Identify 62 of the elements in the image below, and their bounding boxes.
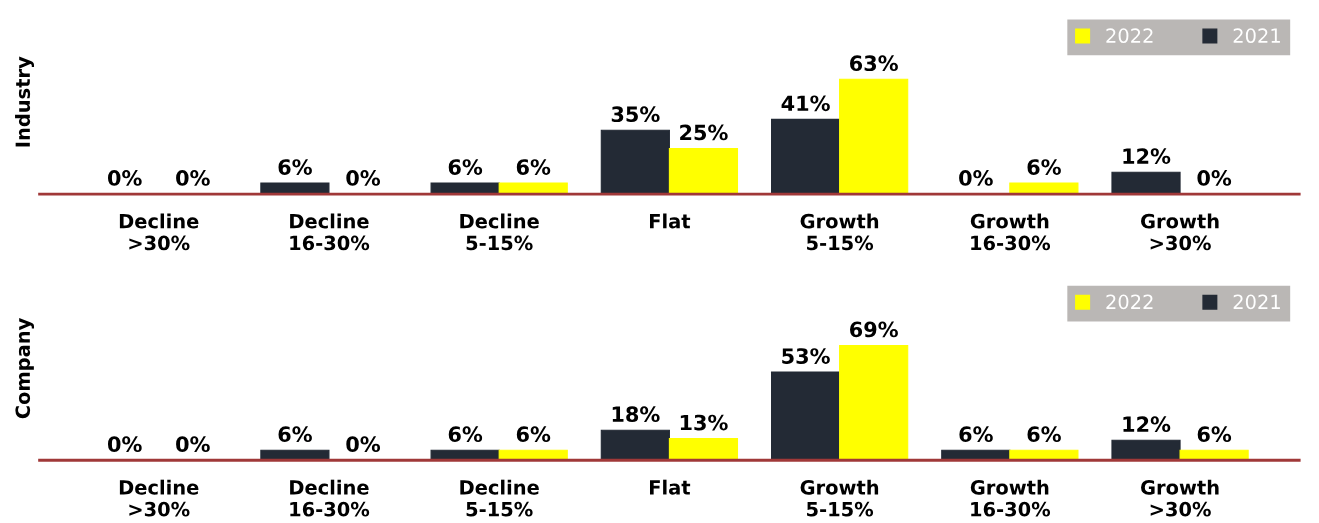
x-tick-label: Growth >30% [1141,479,1219,517]
x-tick-label: Decline >30% [119,479,199,517]
data-label: 6% [1027,426,1061,443]
x-tick-label: Growth 5-15% [800,479,879,517]
data-label: 0% [176,436,210,453]
bar [668,147,739,195]
bar [770,371,841,461]
data-label: 6% [278,159,312,175]
data-label: 6% [1197,426,1232,443]
bar [600,129,670,195]
legend-label: 2021 [1233,294,1280,310]
bar [1111,171,1181,195]
x-tick-label: Flat [650,479,691,495]
data-label: 6% [959,426,993,443]
data-label: 6% [278,426,312,443]
data-label: 63% [850,55,898,72]
data-label: 6% [516,159,551,175]
x-tick-label: Decline 16-30% [290,213,370,251]
data-label: 12% [1123,148,1171,164]
x-tick-label: Decline >30% [119,213,199,251]
y-axis-title: Industry [15,56,35,147]
data-label: 6% [448,426,483,443]
bar [1009,182,1079,195]
x-tick-label: Decline 16-30% [290,479,370,517]
data-label: 25% [680,124,728,141]
bar [1111,439,1181,461]
x-tick-label: Growth >30% [1141,213,1219,251]
data-label: 6% [1027,159,1061,175]
data-label: 13% [680,414,728,431]
data-label: 53% [782,348,830,364]
x-tick-label: Flat [650,213,691,229]
data-label: 6% [516,426,551,443]
data-label: 0% [346,436,381,453]
bar [260,182,330,195]
x-tick-label: Growth 16-30% [970,479,1051,517]
data-label: 35% [611,106,660,123]
bar [600,429,670,461]
x-tick-label: Decline 5-15% [460,479,539,517]
data-label: 6% [448,159,483,175]
data-label: 12% [1123,416,1171,433]
bar [839,344,909,461]
bar [430,182,500,195]
bar [770,118,841,195]
bar [839,78,909,195]
data-label: 0% [107,170,142,186]
legend-label: 2022 [1106,294,1153,310]
legend-label: 2022 [1106,28,1153,44]
data-label: 0% [346,170,381,186]
bar [668,438,739,461]
x-tick-label: Decline 5-15% [460,213,539,251]
data-label: 0% [176,170,210,186]
data-label: 18% [612,406,660,423]
data-label: 0% [959,170,993,186]
data-label: 69% [850,321,898,338]
x-tick-label: Growth 16-30% [970,213,1051,251]
x-tick-label: Growth 5-15% [800,213,879,251]
y-axis-title: Company [15,318,35,419]
data-label: 41% [781,95,830,112]
data-label: 0% [107,436,142,453]
bar [498,182,568,195]
legend-label: 2021 [1233,28,1280,44]
data-label: 0% [1197,170,1232,186]
